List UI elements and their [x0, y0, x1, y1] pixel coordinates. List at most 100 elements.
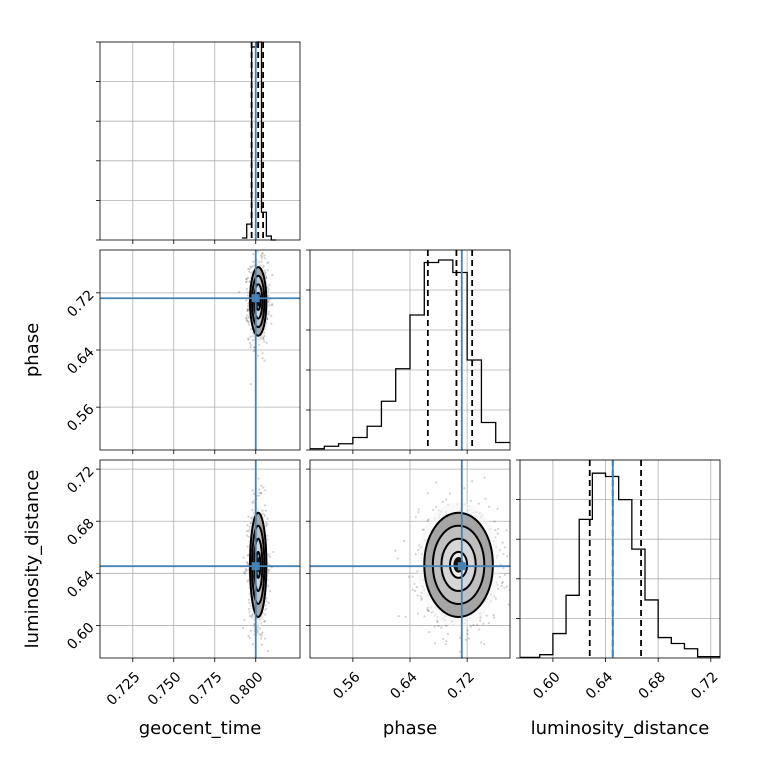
sample-point: [245, 317, 248, 320]
sample-point: [245, 569, 248, 572]
sample-point: [467, 637, 470, 640]
sample-point: [247, 598, 251, 601]
sample-point: [484, 497, 487, 500]
sample-point: [476, 623, 479, 626]
sample-point: [272, 550, 275, 554]
sample-point: [249, 629, 252, 632]
sample-point: [426, 492, 429, 495]
sample-point: [503, 586, 506, 589]
sample-point: [248, 323, 251, 326]
sample-point: [268, 555, 272, 558]
sample-point: [497, 587, 500, 591]
sample-point: [248, 270, 251, 273]
y-tick-label: 0.68: [64, 516, 97, 549]
x-tick-label: 0.64: [387, 669, 420, 702]
sample-point: [249, 346, 252, 349]
x-tick-label: 0.775: [186, 669, 226, 709]
sample-point: [259, 484, 263, 487]
sample-point: [261, 356, 264, 360]
sample-point: [413, 582, 416, 586]
sample-point: [247, 320, 250, 323]
sample-point: [419, 595, 422, 598]
contour-line: [249, 511, 268, 618]
histogram-luminosity_distance: [520, 472, 720, 658]
contour-line: [249, 266, 268, 337]
sample-point: [261, 252, 264, 255]
panel-geocent_time-hist: [99, 41, 301, 241]
sample-point: [246, 561, 249, 565]
sample-point: [440, 626, 443, 629]
sample-point: [478, 628, 481, 631]
sample-point: [442, 637, 445, 640]
sample-point: [251, 509, 254, 512]
sample-point: [247, 337, 250, 340]
sample-point: [448, 492, 451, 495]
sample-point: [267, 261, 270, 264]
sample-point: [252, 252, 255, 256]
sample-point: [258, 491, 261, 494]
sample-point: [267, 553, 271, 556]
sample-point: [427, 518, 430, 521]
sample-point: [417, 508, 420, 511]
sample-point: [426, 606, 429, 609]
sample-point: [246, 534, 249, 537]
sample-point: [257, 354, 260, 357]
sample-point: [501, 541, 504, 544]
sample-point: [266, 517, 269, 520]
sample-point: [263, 335, 266, 338]
sample-point: [413, 589, 417, 593]
sample-point: [502, 567, 505, 570]
y-tick-label: 0.72: [64, 287, 97, 320]
sample-point: [258, 627, 262, 630]
sample-point: [414, 516, 417, 519]
sample-point: [263, 254, 266, 257]
sample-point: [246, 580, 249, 583]
sample-point: [258, 633, 261, 636]
contour-line: [440, 537, 477, 592]
sample-point: [492, 613, 495, 617]
contour-line: [449, 550, 469, 579]
sample-point: [252, 492, 255, 496]
sample-point: [247, 535, 250, 538]
sample-point: [464, 638, 468, 641]
sample-point: [241, 626, 245, 630]
sample-point: [260, 257, 263, 260]
sample-point: [436, 620, 439, 624]
sample-point: [471, 480, 474, 483]
sample-point: [420, 598, 423, 601]
sample-point: [270, 314, 273, 317]
sample-point: [260, 632, 263, 636]
sample-point: [261, 255, 264, 258]
sample-point: [246, 314, 249, 317]
sample-point: [517, 558, 519, 560]
sample-point: [246, 319, 249, 322]
sample-point: [269, 590, 272, 593]
sample-point: [248, 615, 252, 618]
sample-point: [257, 477, 260, 480]
x-tick-label: 0.72: [688, 669, 721, 702]
x-tick-label: 0.725: [104, 669, 144, 709]
sample-point: [258, 343, 261, 346]
sample-point: [259, 492, 263, 495]
panel-luminosity_distance-hist: [519, 459, 721, 659]
x-axis-label-luminosity_distance: luminosity_distance: [531, 718, 710, 739]
sample-point: [417, 510, 420, 514]
truth-marker: [457, 562, 466, 571]
sample-point: [249, 266, 253, 269]
sample-point: [248, 341, 251, 345]
sample-point: [271, 303, 274, 306]
sample-point: [416, 612, 420, 615]
sample-point: [507, 603, 510, 606]
sample-point: [441, 500, 444, 503]
sample-point: [261, 631, 264, 634]
sample-point: [485, 614, 488, 617]
y-axis-label-phase: phase: [22, 323, 43, 377]
sample-point: [496, 527, 500, 530]
sample-point: [245, 287, 249, 291]
sample-point: [480, 641, 483, 644]
sample-point: [248, 525, 251, 528]
sample-point: [483, 476, 486, 479]
sample-point: [265, 341, 268, 344]
sample-point: [267, 568, 271, 572]
sample-point: [245, 280, 248, 284]
